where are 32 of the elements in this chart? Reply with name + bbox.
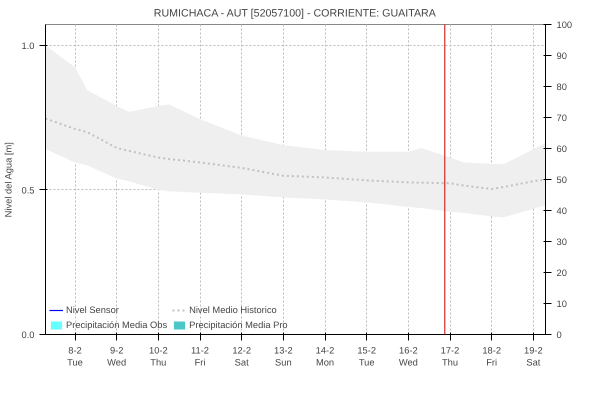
legend-label: Precipitación Media Pro — [189, 320, 288, 330]
x-tick-label: 9-2 Wed — [107, 346, 126, 368]
x-tick-label: 15-2 Tue — [357, 346, 376, 368]
legend-label: Nivel Medio Historico — [189, 305, 277, 315]
y2-tick-label: 0 — [556, 330, 562, 340]
x-tick-label: 19-2 Sat — [524, 346, 543, 368]
legend-label: Nivel Sensor — [66, 305, 119, 315]
y-tick-label: 0.5 — [22, 185, 34, 196]
y2-tick-label: 30 — [556, 237, 567, 247]
y-axis-title: Nivel del Agua [m] — [4, 142, 14, 218]
y-tick-label: 1.0 — [22, 40, 34, 51]
y2-tick-label: 90 — [556, 51, 567, 61]
x-tick-label: 18-2 Fri — [482, 346, 502, 368]
y2-tick-label: 50 — [556, 175, 567, 185]
x-tick-label: 17-2 Thu — [440, 346, 460, 368]
x-tick-label: 13-2 Sun — [274, 346, 293, 368]
x-tick-label: 10-2 Thu — [149, 346, 168, 368]
y2-tick-label: 60 — [556, 144, 567, 154]
y2-tick-label: 80 — [556, 82, 567, 92]
y2-tick-label: 70 — [556, 113, 567, 123]
y2-tick-label: 10 — [556, 299, 567, 309]
y-tick-label: 0.0 — [22, 330, 34, 340]
y2-tick-label: 100 — [556, 20, 572, 30]
legend-label: Precipitación Media Obs — [66, 320, 168, 330]
y2-tick-label: 20 — [556, 268, 567, 278]
x-tick-label: 8-2 Tue — [67, 346, 83, 368]
y2-tick-label: 40 — [556, 206, 567, 216]
x-tick-label: 14-2 Mon — [316, 346, 334, 368]
x-tick-label: 12-2 Sat — [232, 346, 252, 368]
x-tick-label: 16-2 Wed — [398, 346, 418, 368]
chart-title: RUMICHACA - AUT [52057100] - CORRIENTE: GUAITARA — [154, 8, 437, 20]
x-tick-label: 11-2 Fri — [191, 346, 210, 368]
